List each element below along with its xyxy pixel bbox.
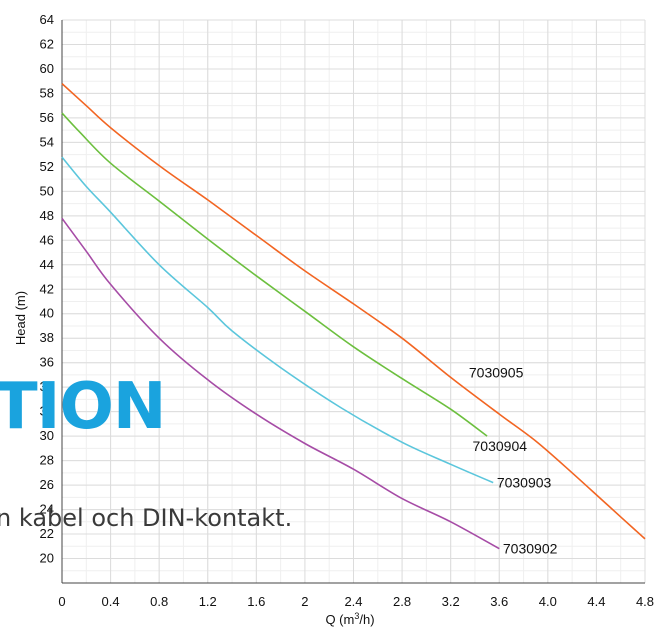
chart-axes: 2022242628303234363840424446485052545658… — [40, 12, 655, 609]
y-tick-label: 56 — [40, 110, 54, 125]
y-tick-label: 60 — [40, 61, 54, 76]
y-tick-label: 30 — [40, 428, 54, 443]
series-label-7030903: 7030903 — [497, 475, 552, 491]
series-label-7030902: 7030902 — [503, 541, 558, 557]
y-tick-label: 48 — [40, 208, 54, 223]
y-tick-label: 58 — [40, 85, 54, 100]
chart-series — [61, 83, 646, 550]
y-tick-label: 50 — [40, 183, 54, 198]
series-label-7030905: 7030905 — [469, 364, 524, 380]
x-tick-label: 4.8 — [636, 594, 654, 609]
y-tick-label: 62 — [40, 36, 54, 51]
y-tick-label: 38 — [40, 330, 54, 345]
y-tick-label: 32 — [40, 404, 54, 419]
series-line-7030903 — [61, 156, 494, 484]
series-line-7030905 — [61, 83, 646, 540]
x-tick-label: 0 — [58, 594, 65, 609]
y-tick-label: 54 — [40, 134, 54, 149]
x-tick-label: 3.6 — [490, 594, 508, 609]
overlay-heading-fragment: TION — [0, 370, 166, 444]
x-tick-label: 2.8 — [393, 594, 411, 609]
series-label-7030904: 7030904 — [473, 438, 528, 454]
y-tick-label: 64 — [40, 12, 54, 27]
y-tick-label: 20 — [40, 551, 54, 566]
y-tick-label: 52 — [40, 159, 54, 174]
y-tick-label: 34 — [40, 379, 54, 394]
y-tick-label: 42 — [40, 281, 54, 296]
overlay-caption-fragment: n kabel och DIN-kontakt. — [0, 504, 293, 532]
y-tick-label: 46 — [40, 232, 54, 247]
y-tick-label: 40 — [40, 306, 54, 321]
y-tick-label: 44 — [40, 257, 54, 272]
x-tick-label: 1.6 — [247, 594, 265, 609]
y-tick-label: 26 — [40, 477, 54, 492]
x-tick-label: 0.8 — [150, 594, 168, 609]
series-labels: 7030905 7030904 7030903 7030902 — [469, 364, 558, 556]
x-tick-label: 2 — [301, 594, 308, 609]
series-line-7030904 — [61, 112, 488, 437]
x-tick-label: 3.2 — [442, 594, 460, 609]
y-tick-label: 24 — [40, 502, 54, 517]
x-tick-label: 1.2 — [199, 594, 217, 609]
y-axis-label: Head (m) — [13, 291, 28, 345]
x-tick-label: 4.4 — [587, 594, 605, 609]
y-tick-label: 28 — [40, 453, 54, 468]
x-tick-label: 4.0 — [539, 594, 557, 609]
y-tick-label: 22 — [40, 526, 54, 541]
x-tick-label: 0.4 — [102, 594, 120, 609]
chart-grid — [61, 19, 646, 584]
x-axis-label: Q (m3/h) — [325, 611, 374, 627]
series-line-7030902 — [61, 217, 500, 550]
y-tick-label: 36 — [40, 355, 54, 370]
x-tick-label: 2.4 — [344, 594, 362, 609]
